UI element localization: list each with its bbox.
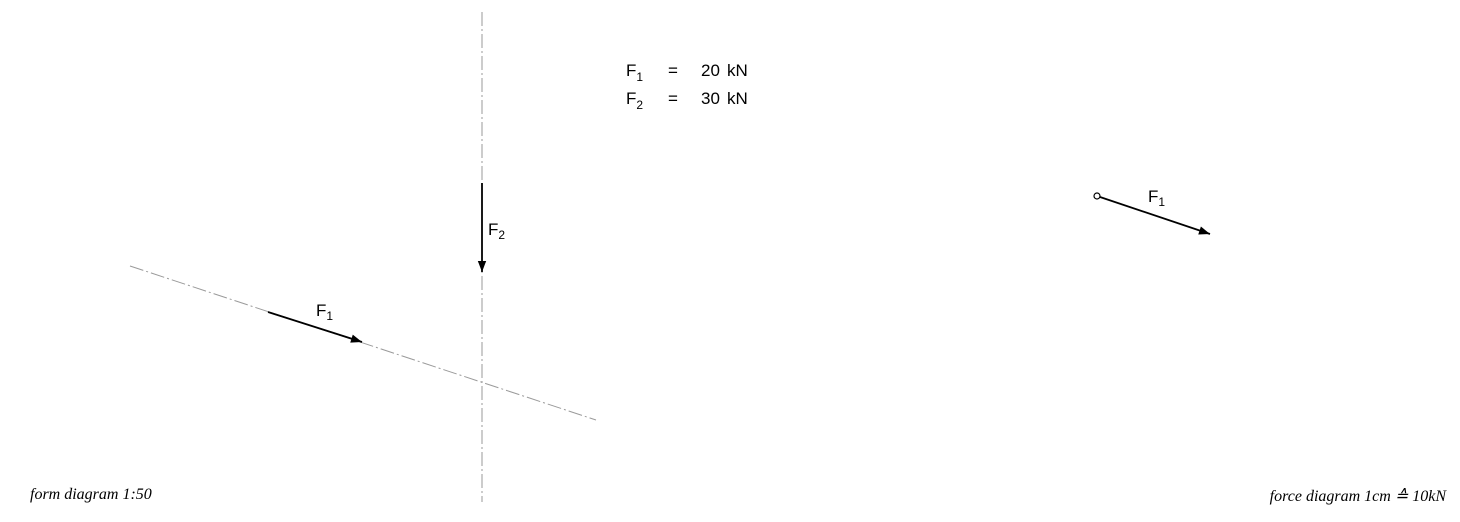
legend-f1-eq: = [668,61,678,80]
legend-f1-symbol: F1 [626,61,643,84]
force-f1-label: F1 [1148,187,1165,209]
form-diagram-caption: form diagram 1:50 [30,486,152,503]
force-f1-arrow [1099,196,1211,235]
force-diagram-origin-point [1093,192,1101,200]
force-diagram-caption: force diagram 1cm ≙ 10kN [1269,488,1446,505]
legend-f2-eq: = [668,89,678,108]
form-f2-label: F2 [488,220,505,242]
legend-f1-value: 20 [701,61,720,80]
legend-f2-unit: kN [727,89,748,108]
form-f1-label: F1 [316,301,333,323]
legend-f2-symbol: F2 [626,89,643,112]
legend-f2-value: 30 [701,89,720,108]
force-legend: F1 = 20 kN F2 = 30 kN [626,61,748,112]
legend-f1-unit: kN [727,61,748,80]
f1-line-of-action [129,265,597,421]
form-f1-arrow [267,311,363,343]
